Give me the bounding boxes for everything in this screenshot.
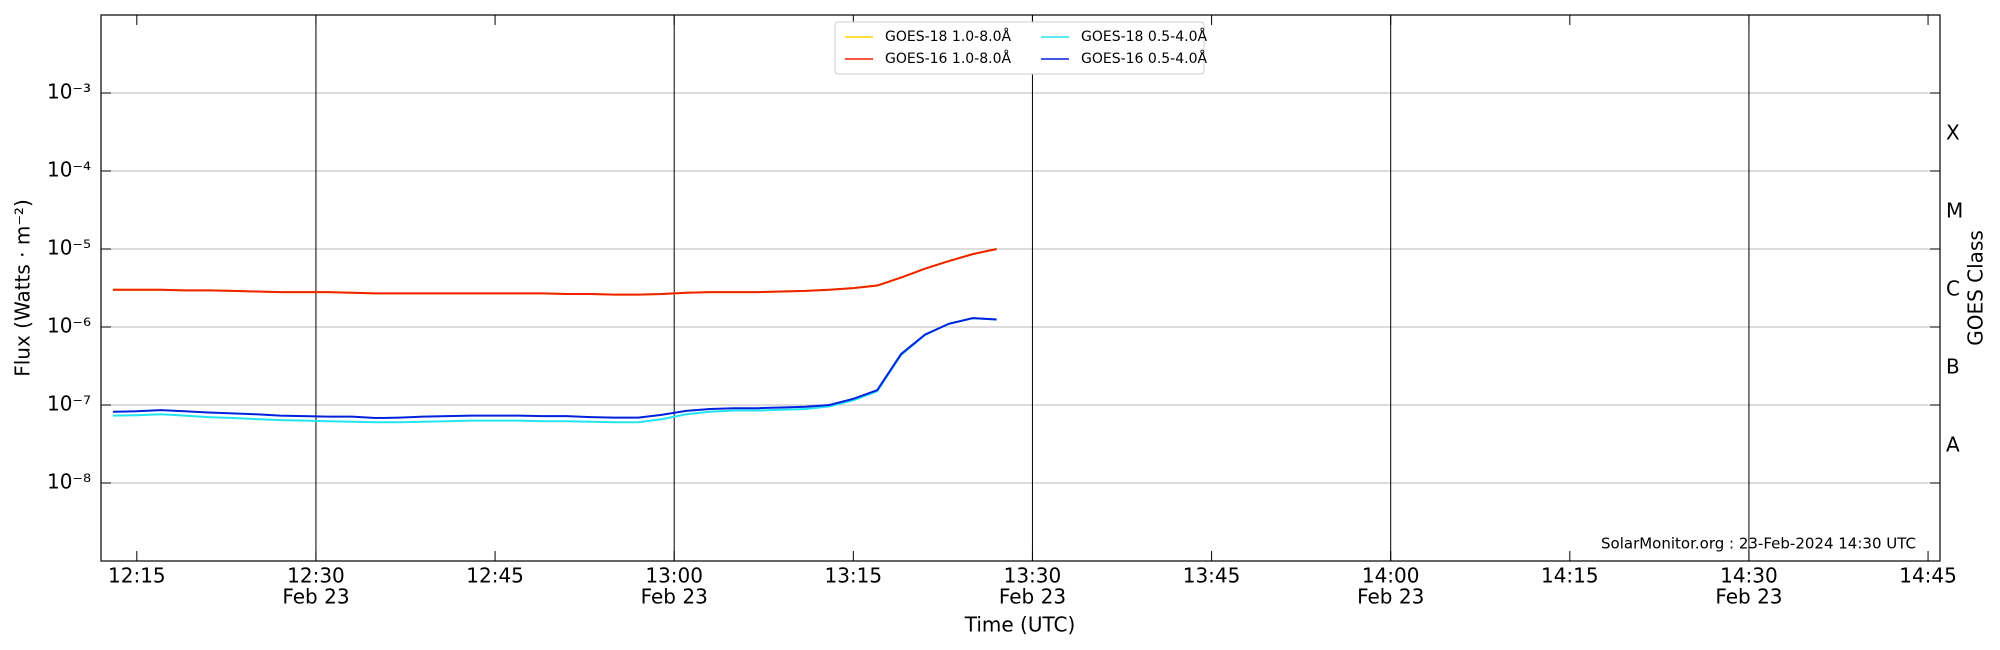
legend-label: GOES-18 1.0-8.0Å [885, 28, 1011, 45]
legend-label: GOES-16 0.5-4.0Å [1081, 50, 1207, 67]
x-tick-label: 13:15 [824, 564, 882, 588]
series-line [112, 248, 997, 296]
y-tick-label: 10⁻⁵ [47, 236, 91, 260]
y2-tick-label: B [1946, 354, 1960, 378]
y-tick-label: 10⁻³ [47, 80, 91, 104]
annotation: SolarMonitor.org : 23-Feb-2024 14:30 UTC [1601, 535, 1916, 553]
y-axis-label: Flux (Watts · m⁻²) [11, 199, 35, 377]
x-tick-sublabel: Feb 23 [282, 585, 349, 609]
x-tick-label: 14:30 [1720, 564, 1778, 588]
y2-tick-label: C [1946, 276, 1960, 300]
x-tick-label: 14:15 [1541, 564, 1599, 588]
series-line [112, 317, 997, 420]
x-tick-sublabel: Feb 23 [999, 585, 1066, 609]
series-line [112, 317, 997, 424]
y2-tick-label: M [1946, 198, 1963, 222]
x-tick-label: 13:00 [645, 564, 703, 588]
x-tick-label: 12:45 [466, 564, 524, 588]
y-tick-label: 10⁻⁷ [47, 392, 91, 416]
x-tick-label: 12:15 [108, 564, 166, 588]
legend-box [834, 21, 1205, 75]
x-tick-label: 12:30 [287, 564, 345, 588]
y2-tick-label: X [1946, 120, 1960, 144]
x-tick-sublabel: Feb 23 [1715, 585, 1782, 609]
y2-tick-label: A [1946, 432, 1960, 456]
legend-label: GOES-16 1.0-8.0Å [885, 50, 1011, 67]
y-tick-label: 10⁻⁶ [47, 314, 91, 338]
x-tick-sublabel: Feb 23 [641, 585, 708, 609]
y2-axis-label: GOES Class [1964, 230, 1988, 346]
x-tick-label: 13:30 [1004, 564, 1062, 588]
x-tick-label: 14:00 [1362, 564, 1420, 588]
y-tick-label: 10⁻⁸ [47, 470, 91, 494]
x-axis-label: Time (UTC) [964, 613, 1076, 637]
x-tick-label: 13:45 [1183, 564, 1241, 588]
x-tick-label: 14:45 [1899, 564, 1957, 588]
legend-label: GOES-18 0.5-4.0Å [1081, 28, 1207, 45]
y-tick-label: 10⁻⁴ [47, 158, 91, 182]
plot-frame [100, 14, 1941, 562]
legend: GOES-18 1.0-8.0Å GOES-16 1.0-8.0Å GOES-18 … [834, 21, 1207, 75]
x-tick-sublabel: Feb 23 [1357, 585, 1424, 609]
